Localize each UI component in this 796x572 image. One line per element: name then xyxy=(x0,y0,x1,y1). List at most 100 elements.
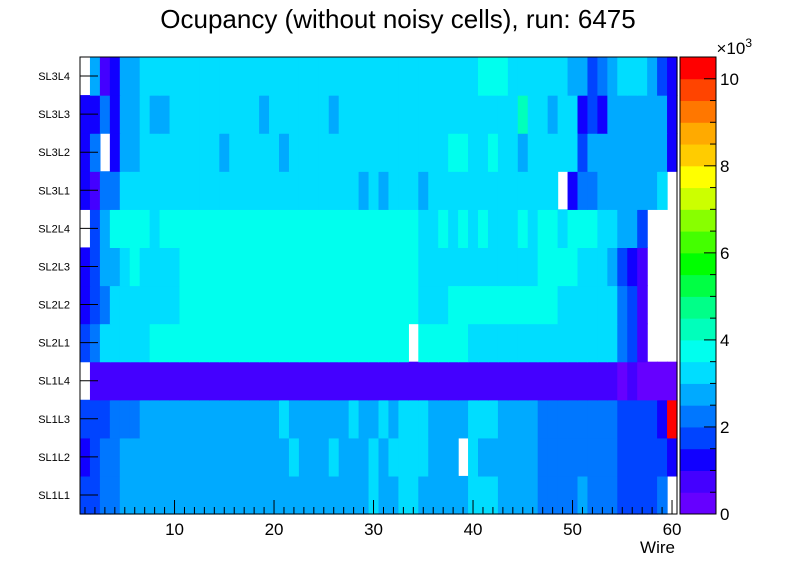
heatmap-cell xyxy=(279,361,290,401)
heatmap-cell xyxy=(398,209,409,249)
heatmap-cell xyxy=(557,437,569,477)
heatmap-cell xyxy=(388,323,399,363)
layer-label: SL1L1 xyxy=(38,490,70,502)
heatmap-cell xyxy=(249,171,260,210)
heatmap-cell xyxy=(428,209,439,249)
heatmap-cell xyxy=(249,133,260,172)
heatmap-cell xyxy=(438,247,449,287)
heatmap-cell xyxy=(219,361,230,401)
heatmap-cell xyxy=(547,247,559,287)
heatmap-cell xyxy=(169,285,181,325)
heatmap-cell xyxy=(497,361,509,401)
heatmap-cell xyxy=(557,209,569,249)
heatmap-cell xyxy=(448,475,459,515)
heatmap-cell xyxy=(129,133,141,172)
heatmap-cell xyxy=(338,285,350,325)
heatmap-cell xyxy=(567,57,579,96)
heatmap-cell xyxy=(159,95,171,134)
heatmap-cell xyxy=(448,399,459,439)
heatmap-cell xyxy=(259,171,270,210)
heatmap-cell xyxy=(279,209,290,249)
heatmap-cell xyxy=(418,399,429,439)
heatmap-cell xyxy=(557,57,569,96)
z-tick-label: 4 xyxy=(720,331,729,350)
heatmap-cell xyxy=(617,285,628,325)
heatmap-cell xyxy=(607,171,618,210)
heatmap-cell xyxy=(288,247,300,287)
heatmap-cell xyxy=(567,475,579,515)
heatmap-cell xyxy=(159,171,171,210)
heatmap-cell xyxy=(279,399,290,439)
heatmap-cell xyxy=(308,209,320,249)
heatmap-cell xyxy=(637,133,648,172)
heatmap-cell xyxy=(527,171,539,210)
heatmap-cell xyxy=(209,133,220,172)
heatmap-cell xyxy=(308,361,320,401)
heatmap-cell xyxy=(169,171,181,210)
heatmap-cell xyxy=(537,95,549,134)
heatmap-cell xyxy=(398,437,409,477)
heatmap-cell xyxy=(189,437,200,477)
heatmap-cell xyxy=(547,399,559,439)
heatmap-cell xyxy=(388,95,399,134)
heatmap-cell xyxy=(537,247,549,287)
heatmap-cell xyxy=(149,247,161,287)
heatmap-cell xyxy=(219,285,230,325)
heatmap-cell xyxy=(259,361,270,401)
heatmap-cell xyxy=(109,399,121,439)
heatmap-cell xyxy=(318,437,330,477)
heatmap-cell xyxy=(378,361,390,401)
heatmap-cell xyxy=(497,171,509,210)
heatmap-cell xyxy=(438,285,449,325)
heatmap-cell xyxy=(597,95,608,134)
heatmap-cell xyxy=(637,247,648,287)
heatmap-cell xyxy=(497,437,509,477)
color-scale-swatch xyxy=(680,426,716,450)
heatmap-cell xyxy=(159,437,171,477)
heatmap-cell xyxy=(547,361,559,401)
heatmap-cell xyxy=(388,475,399,515)
heatmap-cell xyxy=(637,285,648,325)
heatmap-cell xyxy=(189,475,200,515)
heatmap-cell xyxy=(179,361,191,401)
heatmap-cell xyxy=(298,57,310,96)
heatmap-cell xyxy=(99,57,111,96)
heatmap-cell xyxy=(577,475,589,515)
heatmap-cell xyxy=(507,209,519,249)
heatmap-cell xyxy=(577,247,589,287)
heatmap-cell xyxy=(338,133,350,172)
heatmap-cell xyxy=(487,285,499,325)
heatmap-cell xyxy=(159,209,171,249)
heatmap-cell xyxy=(468,247,479,287)
heatmap-cell xyxy=(328,285,340,325)
heatmap-cell xyxy=(328,437,340,477)
heatmap-cell xyxy=(219,57,230,96)
heatmap-cell xyxy=(547,285,559,325)
heatmap-cell xyxy=(418,57,429,96)
heatmap-cell xyxy=(627,247,638,287)
heatmap-cell xyxy=(358,95,370,134)
heatmap-cell xyxy=(229,57,240,96)
heatmap-cell xyxy=(428,361,439,401)
heatmap-cell xyxy=(358,475,370,515)
heatmap-cell xyxy=(308,399,320,439)
heatmap-cell xyxy=(129,57,141,96)
heatmap-cell xyxy=(507,361,519,401)
color-scale-swatch xyxy=(680,274,716,297)
heatmap-cell xyxy=(378,171,390,210)
heatmap-cell xyxy=(139,437,151,477)
heatmap-cell xyxy=(338,399,350,439)
heatmap-cell xyxy=(328,361,340,401)
heatmap-cell xyxy=(288,209,300,249)
heatmap-cell xyxy=(438,95,449,134)
heatmap-cell xyxy=(507,133,519,172)
heatmap-cell xyxy=(209,95,220,134)
heatmap-cell xyxy=(517,437,529,477)
heatmap-cell xyxy=(448,285,459,325)
heatmap-cell xyxy=(109,133,121,172)
heatmap-cell xyxy=(667,95,678,134)
heatmap-cell xyxy=(279,171,290,210)
heatmap-cell xyxy=(288,361,300,401)
heatmap-cell xyxy=(239,399,250,439)
heatmap-cell xyxy=(378,57,390,96)
